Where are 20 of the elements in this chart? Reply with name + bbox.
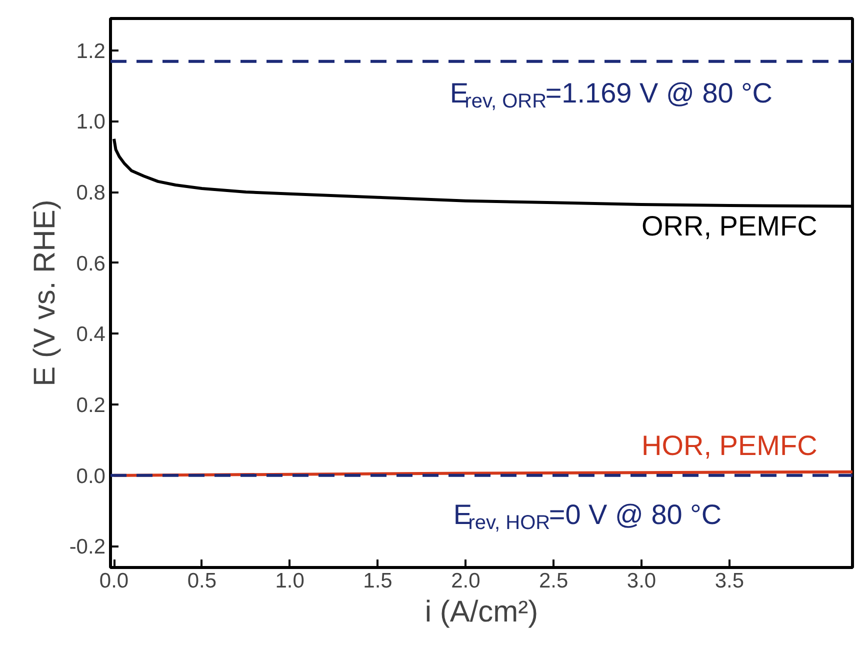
y-tick-label: 1.0 (76, 110, 106, 134)
y-tick-label: 1.2 (76, 40, 106, 63)
y-tick-label: 0.0 (76, 464, 106, 488)
x-tick-label: 3.5 (714, 570, 744, 592)
x-tick-label: 3.0 (626, 570, 656, 592)
y-tick-label: 0.8 (76, 182, 106, 205)
x-tick-label: 0.0 (99, 570, 129, 592)
y-tick-label: 0.4 (76, 323, 106, 346)
x-axis-title: i (A/cm²) (424, 596, 538, 628)
x-tick-label: 2.5 (538, 570, 568, 592)
y-tick-label: -0.2 (69, 536, 106, 559)
x-tick-label: 2.0 (451, 570, 480, 592)
y-tick-label: 0.2 (76, 394, 106, 418)
x-tick-label: 0.5 (187, 570, 217, 592)
series-label: HOR, PEMFC (642, 430, 818, 462)
y-axis-title: E (V vs. RHE) (28, 200, 62, 386)
y-tick-label: 0.6 (76, 252, 106, 276)
x-tick-label: 1.0 (275, 570, 304, 592)
series-label: ORR, PEMFC (642, 210, 818, 242)
x-tick-label: 1.5 (363, 570, 392, 592)
